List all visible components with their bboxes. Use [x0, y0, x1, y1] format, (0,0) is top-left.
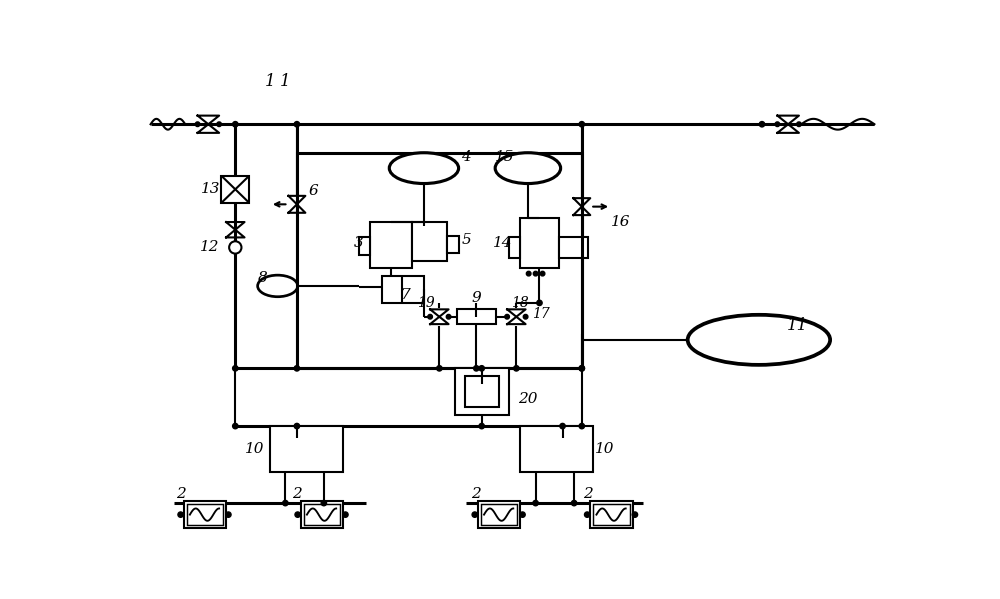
Text: 3: 3 — [354, 236, 363, 250]
Circle shape — [343, 512, 348, 518]
Bar — [465, 376, 499, 407]
Circle shape — [294, 365, 300, 371]
Text: 6: 6 — [309, 184, 319, 198]
Text: 2: 2 — [292, 487, 302, 501]
Circle shape — [584, 512, 590, 518]
Bar — [559, 237, 588, 258]
Ellipse shape — [389, 153, 459, 183]
Bar — [304, 504, 340, 525]
Bar — [187, 504, 223, 525]
Circle shape — [759, 122, 765, 127]
Bar — [301, 501, 343, 528]
Circle shape — [229, 241, 241, 253]
Bar — [358, 237, 370, 255]
Text: 1: 1 — [265, 72, 275, 90]
Text: 19: 19 — [417, 296, 434, 310]
Circle shape — [579, 365, 584, 371]
Bar — [447, 236, 459, 253]
Text: 14: 14 — [493, 236, 512, 250]
Circle shape — [233, 122, 238, 127]
Bar — [520, 426, 593, 472]
Circle shape — [233, 423, 238, 429]
Circle shape — [523, 314, 528, 319]
Circle shape — [446, 314, 451, 319]
Circle shape — [437, 365, 442, 371]
Circle shape — [526, 271, 531, 276]
Circle shape — [537, 300, 542, 305]
Circle shape — [533, 500, 538, 506]
Text: 18: 18 — [511, 296, 529, 310]
Circle shape — [579, 423, 584, 429]
Circle shape — [295, 512, 300, 518]
Bar — [455, 368, 509, 415]
Text: 2: 2 — [471, 487, 480, 501]
Circle shape — [321, 500, 327, 506]
Circle shape — [479, 365, 484, 371]
Bar — [481, 504, 517, 525]
Circle shape — [178, 512, 183, 518]
Circle shape — [233, 365, 238, 371]
Circle shape — [560, 423, 565, 429]
Circle shape — [520, 512, 525, 518]
Bar — [297, 153, 582, 368]
Circle shape — [579, 365, 584, 371]
Text: 11: 11 — [787, 317, 808, 334]
Text: 4: 4 — [461, 150, 471, 164]
Text: 2: 2 — [583, 487, 593, 501]
Bar — [457, 309, 496, 325]
Circle shape — [505, 314, 509, 319]
Circle shape — [514, 365, 519, 371]
Bar — [412, 222, 447, 261]
Circle shape — [294, 423, 300, 429]
Text: 15: 15 — [495, 150, 515, 164]
Bar — [520, 218, 559, 268]
Text: 8: 8 — [257, 271, 267, 285]
Text: 1: 1 — [280, 72, 291, 90]
Text: 2: 2 — [177, 487, 186, 501]
Bar — [509, 237, 520, 258]
Text: 17: 17 — [532, 307, 550, 322]
Circle shape — [217, 122, 221, 126]
Circle shape — [540, 271, 545, 276]
Circle shape — [428, 314, 432, 319]
Text: 10: 10 — [245, 442, 264, 456]
Circle shape — [579, 122, 584, 127]
Ellipse shape — [258, 275, 298, 297]
Bar — [221, 176, 249, 203]
Text: 5: 5 — [461, 233, 471, 247]
Ellipse shape — [688, 315, 830, 365]
Circle shape — [479, 423, 484, 429]
Circle shape — [472, 512, 477, 518]
Circle shape — [283, 500, 288, 506]
Text: 20: 20 — [518, 392, 538, 406]
Circle shape — [474, 365, 479, 371]
Bar — [478, 501, 520, 528]
Circle shape — [195, 122, 200, 126]
Ellipse shape — [495, 153, 561, 183]
Text: 10: 10 — [595, 442, 615, 456]
Bar — [590, 501, 633, 528]
Circle shape — [775, 122, 780, 126]
Bar — [270, 426, 343, 472]
Bar — [370, 222, 412, 268]
Text: 7: 7 — [400, 288, 410, 302]
Text: 12: 12 — [200, 240, 220, 255]
Circle shape — [294, 122, 300, 127]
Bar — [382, 276, 424, 303]
Circle shape — [632, 512, 638, 518]
Circle shape — [226, 512, 231, 518]
Text: 13: 13 — [201, 182, 220, 196]
Circle shape — [571, 500, 577, 506]
Bar — [593, 504, 630, 525]
Text: 9: 9 — [471, 291, 481, 305]
Circle shape — [533, 271, 538, 276]
Text: 16: 16 — [611, 215, 630, 229]
Circle shape — [797, 122, 801, 126]
Bar — [184, 501, 226, 528]
